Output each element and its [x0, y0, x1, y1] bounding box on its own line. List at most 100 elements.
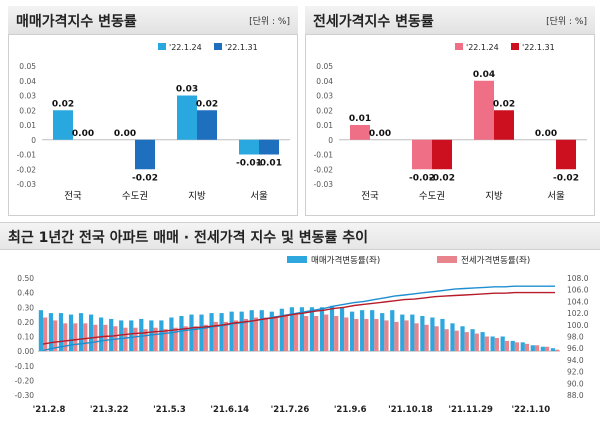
trend-jeonse-change-bar: [123, 327, 128, 352]
trend-jeonse-change-bar: [163, 329, 168, 352]
jeonse-bar-value-label: 0.02: [493, 99, 515, 109]
trend-jeonse-change-bar: [324, 314, 329, 352]
trend-legend-swatch-1: [437, 256, 457, 263]
trend-jeonse-change-bar: [263, 317, 269, 352]
trend-sale-change-bar: [339, 307, 345, 352]
trend-jeonse-change-bar: [504, 340, 510, 352]
trend-sale-change-bar: [109, 318, 114, 352]
sale-category-label: 지방: [188, 191, 206, 202]
trend-jeonse-change-bar: [63, 323, 68, 352]
trend-sale-change-bar: [229, 311, 234, 352]
jeonse-category-label: 지방: [485, 191, 503, 202]
trend-sale-change-bar: [380, 313, 385, 352]
sale-category-label: 전국: [64, 191, 82, 202]
sale-y-tick-label: 0: [31, 136, 36, 145]
sale-legend-label-1: '22.1.31: [225, 43, 258, 52]
trend-sale-change-bar: [58, 313, 64, 352]
trend-right-tick-label: 106.0: [567, 286, 589, 295]
trend-jeonse-change-bar: [273, 316, 279, 352]
jeonse-bar-value-label: -0.02: [409, 173, 435, 183]
jeonse-bar: [412, 139, 432, 170]
trend-jeonse-change-bar: [484, 336, 489, 352]
jeonse-legend-swatch-1: [511, 43, 519, 50]
trend-jeonse-change-bar: [53, 320, 58, 352]
trend-right-tick-label: 98.0: [567, 333, 584, 342]
sale-legend-label-0: '22.1.24: [169, 43, 202, 52]
sale-bar-value-label: 0.03: [176, 85, 198, 95]
jeonse-category-label: 전국: [361, 191, 379, 202]
sale-price-panel: 매매가격지수 변동률 [단위 : %] '22.1.24 '22.1.31 0.05…: [8, 6, 298, 216]
trend-right-tick-label: 94.0: [567, 356, 584, 365]
trend-sale-change-bar: [209, 313, 214, 352]
trend-sale-change-bar: [430, 317, 435, 352]
jeonse-chart-unit: [단위 : %]: [546, 17, 587, 27]
sale-legend-swatch-0: [158, 43, 166, 50]
jeonse-bar: [432, 139, 452, 170]
sale-bar: [135, 139, 155, 170]
jeonse-y-tick-label: 0: [328, 136, 333, 145]
trend-jeonse-change-bar: [283, 314, 289, 352]
trend-sale-change-bar: [199, 314, 204, 352]
trend-jeonse-index-line: [42, 291, 555, 345]
trend-legend-label-0: 매매가격변동률(좌): [311, 255, 380, 266]
trend-x-tick-label: '21.7.26: [271, 405, 310, 415]
trend-right-tick-label: 88.0: [567, 391, 584, 400]
trend-jeonse-change-bar: [414, 323, 419, 352]
sale-y-tick-label: 0.04: [19, 77, 36, 86]
trend-jeonse-change-bar: [73, 323, 78, 352]
trend-sale-change-bar: [179, 316, 184, 352]
sale-bar: [259, 139, 279, 155]
trend-jeonse-change-bar: [464, 332, 469, 352]
jeonse-legend-swatch-0: [455, 43, 463, 50]
trend-right-tick-label: 104.0: [567, 297, 589, 306]
trend-jeonse-change-bar: [554, 349, 560, 352]
trend-jeonse-change-bar: [233, 320, 238, 352]
trend-jeonse-change-bar: [524, 343, 530, 352]
trend-right-tick-label: 92.0: [567, 368, 584, 377]
trend-jeonse-change-bar: [544, 346, 550, 352]
trend-jeonse-change-bar: [43, 317, 48, 352]
trend-sale-change-bar: [139, 318, 144, 352]
sale-y-tick-label: -0.03: [17, 180, 37, 189]
trend-jeonse-change-bar: [374, 318, 379, 352]
trend-left-tick-label: 0.50: [17, 274, 34, 283]
jeonse-bar-value-label: 0.00: [369, 129, 391, 139]
trend-sale-change-bar: [530, 345, 535, 352]
jeonse-bar: [556, 139, 576, 170]
trend-jeonse-change-bar: [384, 320, 389, 352]
trend-jeonse-change-bar: [444, 329, 449, 352]
trend-jeonse-change-bar: [213, 321, 218, 352]
trend-sale-change-bar: [500, 336, 505, 352]
sale-y-tick-label: 0.03: [19, 92, 36, 101]
trend-sale-change-bar: [239, 311, 244, 352]
trend-sale-change-bar: [480, 332, 485, 352]
jeonse-bar-value-label: 0.01: [349, 114, 371, 124]
annual-trend-chart: 매매가격변동률(좌) 전세가격변동률(좌) 0.50 0.40 0.30 0.20 0.10…: [15, 255, 589, 415]
trend-sale-change-bar: [470, 329, 475, 352]
sale-y-tick-label: 0.05: [19, 62, 36, 71]
jeonse-bar-value-label: -0.02: [429, 173, 455, 183]
trend-jeonse-change-bar: [474, 333, 479, 352]
trend-jeonse-change-bar: [394, 321, 399, 352]
trend-jeonse-change-bar: [253, 317, 259, 352]
jeonse-y-tick-label: -0.03: [314, 180, 334, 189]
jeonse-y-tick-label: 0.05: [316, 62, 333, 71]
trend-sale-change-bar: [119, 320, 124, 352]
trend-right-tick-label: 96.0: [567, 344, 584, 353]
sale-y-tick-label: 0.01: [19, 121, 36, 130]
trend-left-tick-label: 0.00: [17, 347, 34, 356]
trend-sale-change-bar: [169, 317, 174, 352]
trend-jeonse-change-bar: [173, 327, 178, 352]
sale-category-label: 수도권: [122, 190, 148, 202]
trend-title-bar: 최근 1년간 전국 아파트 매매 · 전세가격 지수 및 변동률 추이: [0, 222, 600, 250]
sale-y-tick-label: -0.01: [17, 151, 37, 160]
trend-chart-title: 최근 1년간 전국 아파트 매매 · 전세가격 지수 및 변동률 추이: [8, 230, 369, 246]
trend-left-tick-label: -0.30: [15, 391, 35, 400]
trend-x-tick-label: '21.9.6: [334, 405, 367, 415]
trend-sale-change-bar: [440, 318, 445, 352]
jeonse-bar-value-label: 0.04: [473, 70, 495, 80]
jeonse-y-tick-label: 0.04: [316, 77, 333, 86]
trend-sale-change-bar: [48, 313, 54, 352]
trend-jeonse-change-bar: [223, 321, 228, 352]
sale-bar-value-label: 0.00: [114, 129, 136, 139]
